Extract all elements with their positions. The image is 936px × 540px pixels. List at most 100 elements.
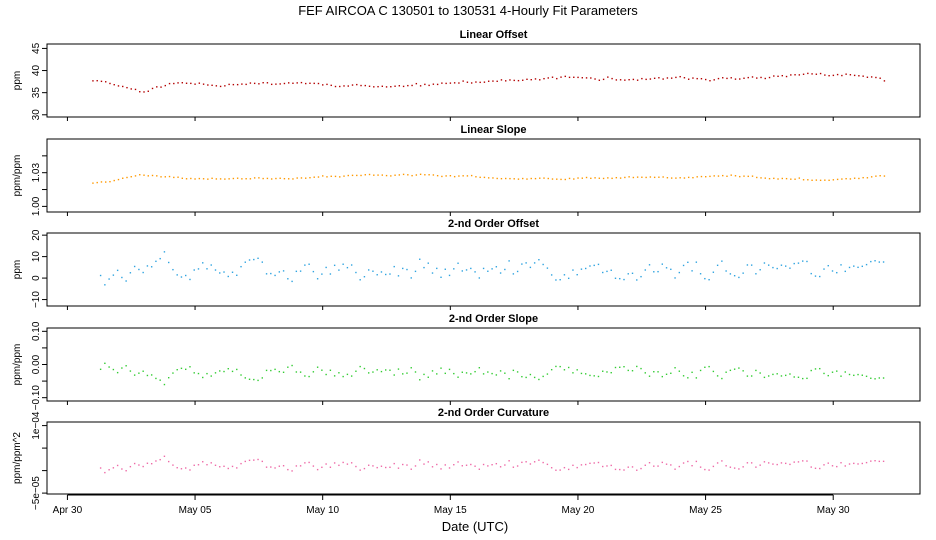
data-point — [338, 269, 339, 270]
data-point — [611, 178, 612, 179]
data-point — [203, 178, 204, 179]
data-point — [667, 77, 668, 78]
series-points — [92, 174, 885, 184]
data-point — [853, 265, 854, 266]
data-point — [274, 467, 275, 468]
data-point — [675, 177, 676, 178]
data-point — [858, 75, 859, 76]
data-point — [521, 263, 522, 264]
data-point — [576, 274, 577, 275]
data-point — [871, 176, 872, 177]
data-point — [866, 376, 867, 377]
y-tick-label: −5e−05 — [31, 476, 42, 510]
data-point — [108, 366, 109, 367]
data-point — [92, 182, 93, 183]
data-point — [857, 463, 858, 464]
data-point — [389, 467, 390, 468]
data-point — [875, 77, 876, 78]
data-point — [142, 272, 143, 273]
data-point — [416, 83, 417, 84]
data-point — [419, 459, 420, 460]
data-point — [433, 174, 434, 175]
data-point — [249, 259, 250, 260]
data-point — [156, 86, 157, 87]
data-point — [138, 269, 139, 270]
data-point — [321, 467, 322, 468]
data-point — [445, 83, 446, 84]
data-point — [287, 469, 288, 470]
y-tick-label: 1.03 — [31, 163, 42, 183]
data-point — [653, 271, 654, 272]
data-point — [326, 176, 327, 177]
data-point — [606, 371, 607, 372]
data-point — [628, 79, 629, 80]
data-point — [721, 378, 722, 379]
data-point — [704, 469, 705, 470]
data-point — [220, 86, 221, 87]
data-point — [530, 267, 531, 268]
data-point — [539, 178, 540, 179]
data-point — [348, 175, 349, 176]
data-point — [487, 371, 488, 372]
data-point — [219, 466, 220, 467]
data-point — [641, 177, 642, 178]
data-point — [423, 463, 424, 464]
data-point — [360, 175, 361, 176]
data-point — [525, 461, 526, 462]
data-point — [331, 85, 332, 86]
data-point — [662, 176, 663, 177]
y-tick-label: 10 — [31, 251, 42, 263]
data-point — [752, 76, 753, 77]
data-point — [811, 180, 812, 181]
data-point — [632, 466, 633, 467]
data-point — [735, 78, 736, 79]
data-point — [368, 269, 369, 270]
data-point — [599, 178, 600, 179]
data-point — [457, 263, 458, 264]
data-point — [147, 265, 148, 266]
data-point — [258, 177, 259, 178]
data-point — [759, 269, 760, 270]
data-point — [688, 177, 689, 178]
data-point — [262, 461, 263, 462]
data-point — [657, 371, 658, 372]
data-point — [632, 273, 633, 274]
data-point — [525, 377, 526, 378]
data-point — [304, 462, 305, 463]
data-point — [382, 86, 383, 87]
data-point — [637, 80, 638, 81]
panel-2: Linear Slope 1.00 1.03 ppm/ppm — [12, 124, 920, 216]
data-point — [747, 462, 748, 463]
data-point — [585, 373, 586, 374]
data-point — [867, 77, 868, 78]
data-point — [725, 270, 726, 271]
data-point — [151, 266, 152, 267]
data-point — [453, 464, 454, 465]
data-point — [552, 178, 553, 179]
data-point — [169, 83, 170, 84]
data-point — [756, 177, 757, 178]
data-point — [794, 263, 795, 264]
data-point — [747, 264, 748, 265]
data-point — [832, 465, 833, 466]
data-point — [245, 377, 246, 378]
data-point — [836, 272, 837, 273]
data-point — [568, 469, 569, 470]
data-point — [725, 465, 726, 466]
data-point — [820, 73, 821, 74]
data-point — [828, 180, 829, 181]
data-point — [343, 85, 344, 86]
data-point — [182, 82, 183, 83]
data-point — [134, 374, 135, 375]
data-point — [355, 272, 356, 273]
data-point — [271, 84, 272, 85]
data-point — [560, 179, 561, 180]
data-point — [318, 176, 319, 177]
data-point — [287, 278, 288, 279]
data-point — [304, 375, 305, 376]
data-point — [845, 465, 846, 466]
data-point — [513, 273, 514, 274]
data-point — [300, 270, 301, 271]
data-point — [632, 370, 633, 371]
data-point — [751, 375, 752, 376]
